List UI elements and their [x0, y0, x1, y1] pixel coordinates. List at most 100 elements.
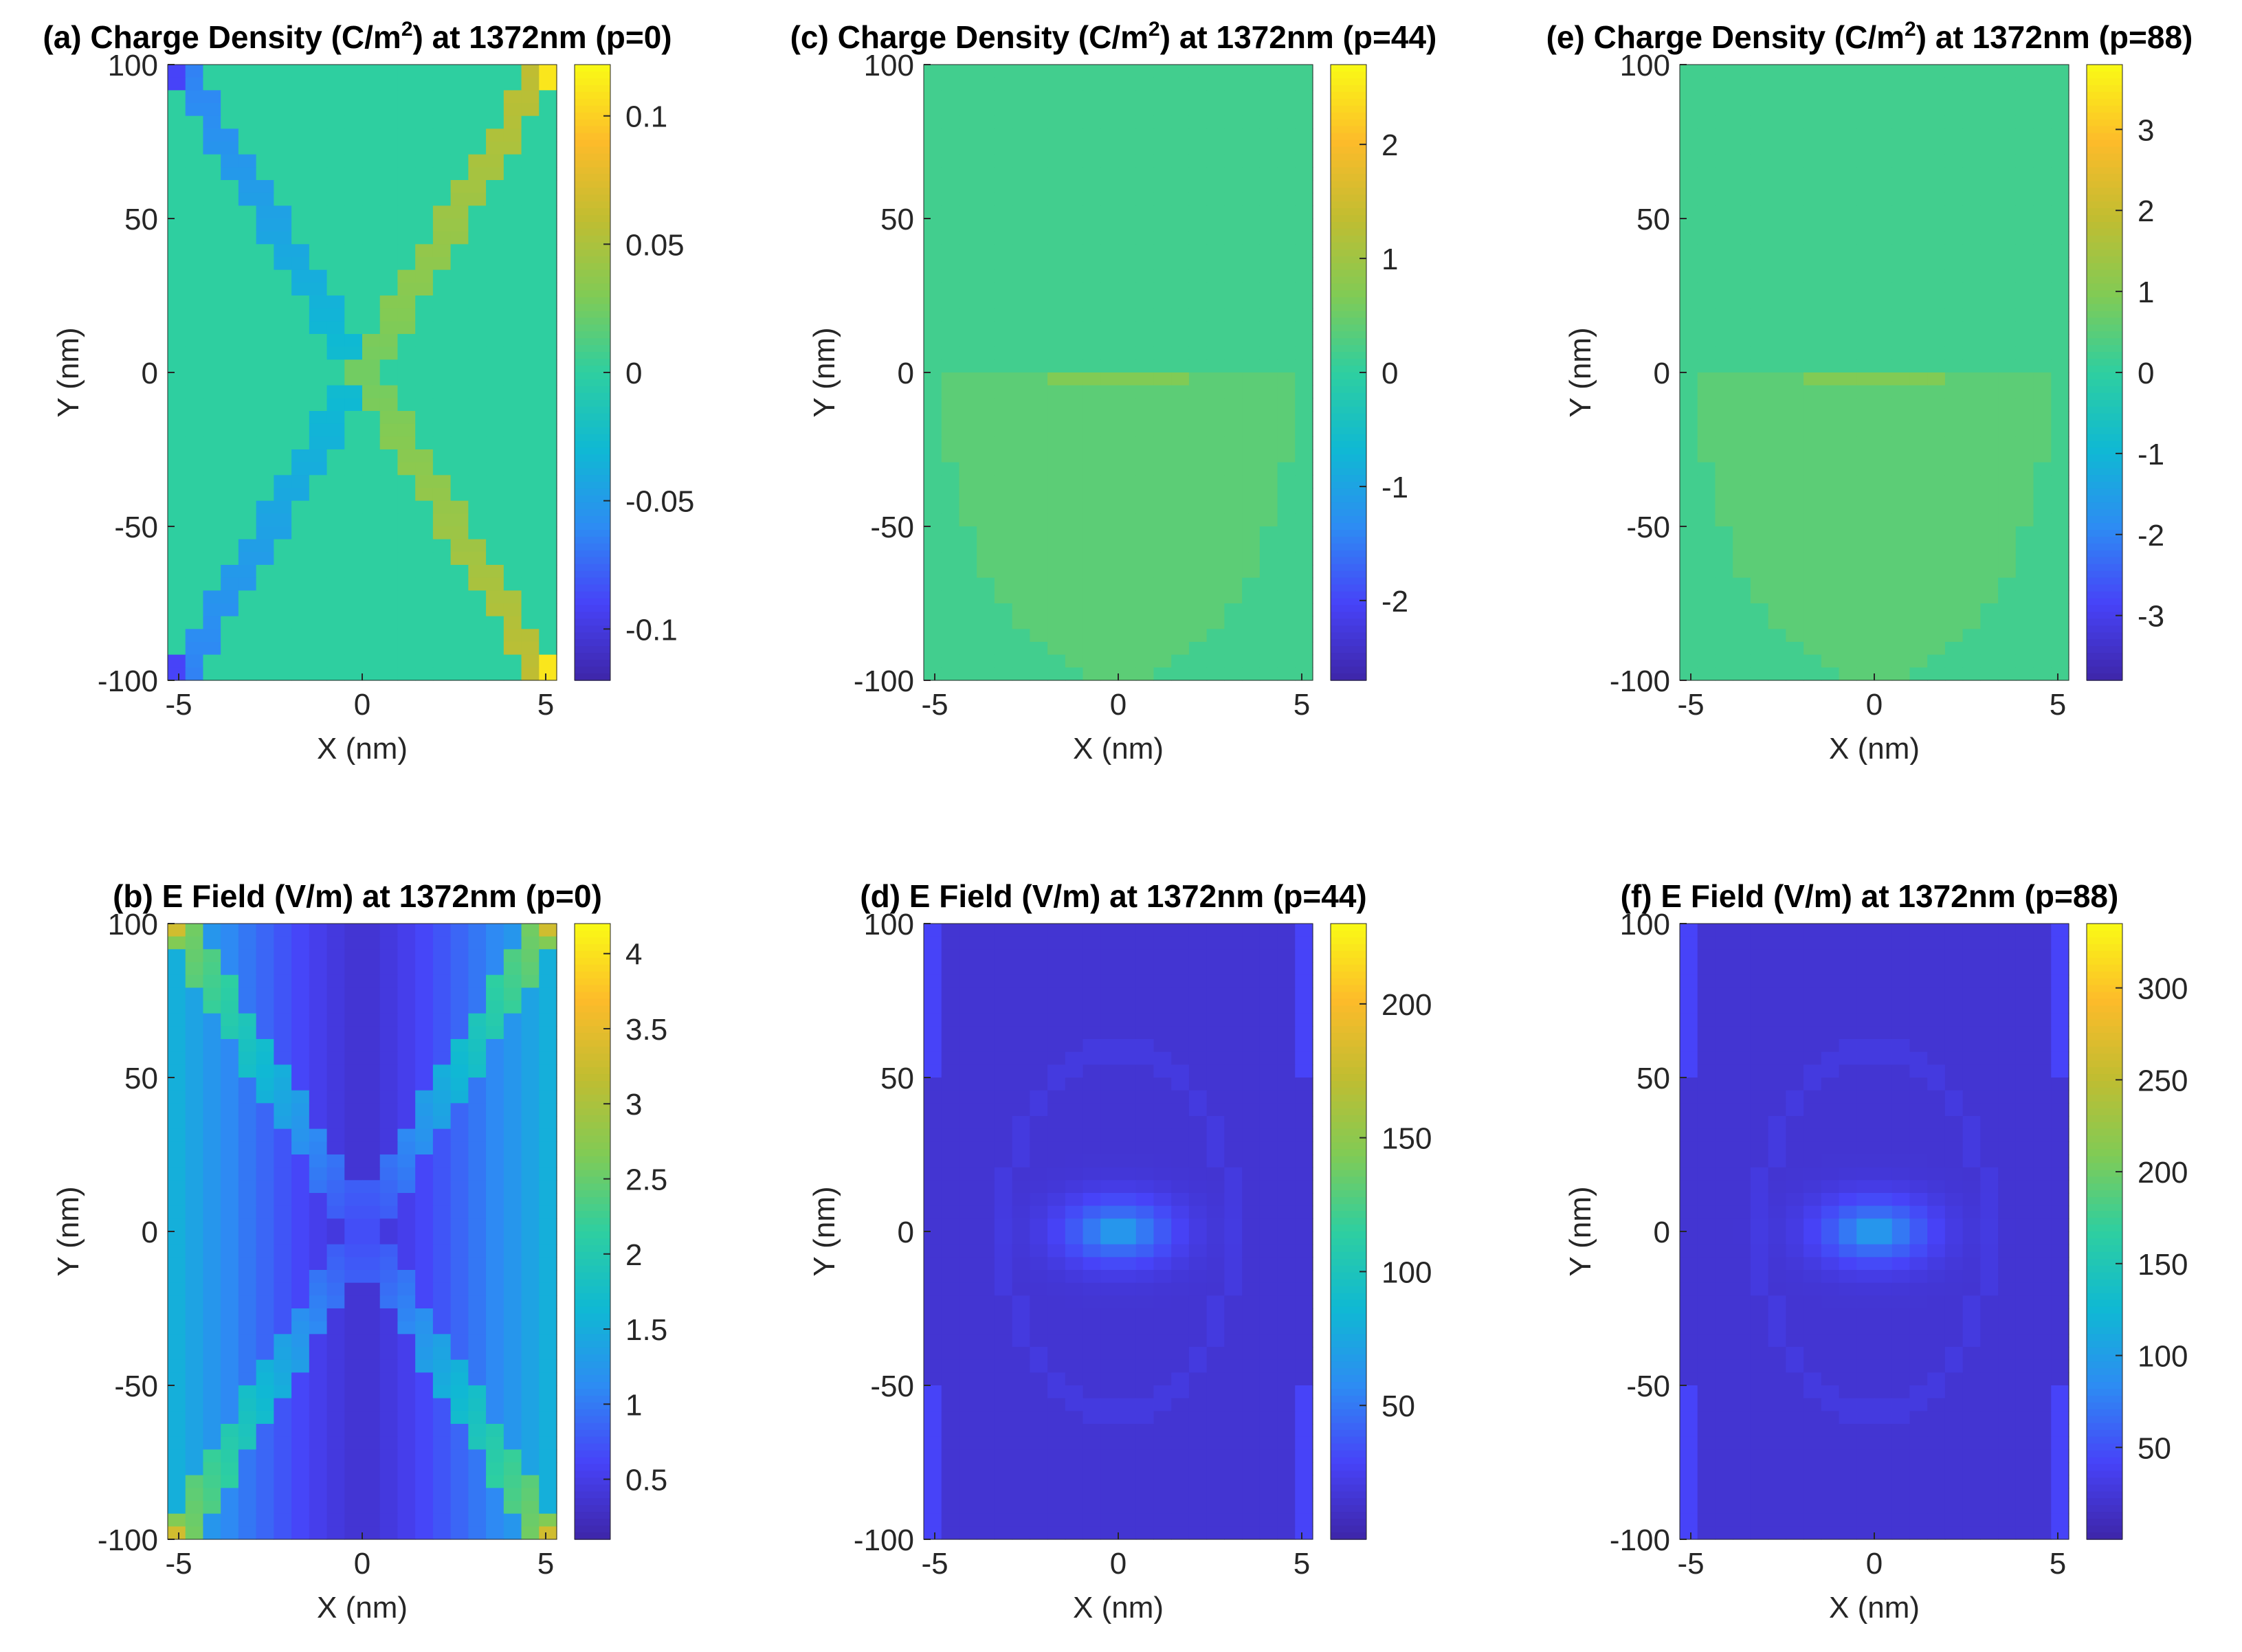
heatmap-cell	[203, 974, 221, 988]
heatmap-cell	[1083, 1141, 1101, 1155]
heatmap-cell	[994, 667, 1013, 681]
heatmap-cell	[274, 1180, 292, 1194]
heatmap-cell	[432, 1090, 452, 1104]
colorbar-swatch	[1331, 338, 1366, 346]
heatmap-cell	[1100, 1205, 1119, 1219]
heatmap-cell	[977, 1193, 995, 1207]
heatmap-cell	[1188, 590, 1208, 604]
heatmap-cell	[326, 1167, 345, 1181]
heatmap-cell	[379, 346, 399, 360]
heatmap-cell	[503, 1398, 522, 1411]
heatmap-cell	[1277, 423, 1296, 437]
heatmap-cell	[1171, 577, 1190, 591]
heatmap-cell	[309, 1270, 328, 1284]
heatmap-cell	[1065, 219, 1084, 232]
heatmap-cell	[1171, 1103, 1190, 1117]
heatmap-cell	[432, 642, 452, 656]
heatmap-cell	[256, 385, 274, 399]
heatmap-cell	[1065, 449, 1084, 463]
heatmap-cell	[503, 359, 522, 373]
heatmap-cell	[994, 475, 1013, 489]
colorbar-swatch	[575, 71, 610, 79]
heatmap-cell	[450, 65, 469, 78]
heatmap-cell	[539, 949, 557, 963]
heatmap-cell	[274, 654, 292, 668]
heatmap-cell	[1188, 90, 1208, 104]
heatmap-cell	[503, 180, 522, 194]
heatmap-cell	[1135, 1051, 1155, 1065]
heatmap-cell	[468, 1257, 487, 1271]
y-tick-label: -50	[870, 1370, 914, 1403]
heatmap-cell	[941, 180, 960, 194]
heatmap-cell	[344, 1180, 363, 1194]
heatmap-cell	[941, 372, 960, 386]
heatmap-cell	[486, 1051, 504, 1065]
heatmap-cell	[1206, 1039, 1225, 1053]
heatmap-cell	[1171, 1398, 1190, 1411]
heatmap-cell	[1224, 667, 1243, 681]
heatmap-cell	[486, 1167, 504, 1181]
heatmap-cell	[1135, 642, 1155, 656]
heatmap-cell	[1083, 1244, 1101, 1258]
heatmap-cell	[1100, 167, 1119, 181]
heatmap-cell	[238, 1488, 257, 1502]
heatmap-cell	[486, 1372, 504, 1386]
heatmap-cell	[1803, 219, 1822, 232]
colorbar-swatch	[1331, 1190, 1366, 1198]
colorbar-swatch	[1331, 119, 1366, 127]
heatmap-cell	[1135, 1526, 1155, 1540]
colorbar-swatch	[1331, 1361, 1366, 1369]
colorbar-tick-label: 1.5	[625, 1313, 667, 1347]
heatmap-cell	[1295, 1398, 1313, 1411]
heatmap-cell	[1188, 359, 1208, 373]
heatmap-cell	[2033, 142, 2052, 155]
heatmap-cell	[274, 987, 292, 1001]
heatmap-cell	[1224, 244, 1243, 258]
heatmap-cell	[1715, 77, 1733, 91]
heatmap-cell	[924, 1141, 942, 1155]
heatmap-cell	[1047, 1039, 1066, 1053]
heatmap-cell	[256, 1347, 274, 1361]
heatmap-cell	[1100, 1475, 1119, 1488]
heatmap-cell	[291, 398, 310, 412]
heatmap-cell	[221, 1385, 239, 1399]
colorbar-swatch	[575, 1416, 610, 1424]
heatmap-cell	[1874, 115, 1893, 129]
heatmap-cell	[1153, 629, 1172, 643]
heatmap-cell	[238, 1270, 257, 1284]
heatmap-cell	[1030, 987, 1048, 1001]
heatmap-cell	[1242, 513, 1261, 527]
heatmap-cell	[468, 154, 487, 168]
heatmap-cell	[309, 411, 328, 425]
heatmap-cell	[256, 192, 274, 206]
heatmap-cell	[1153, 180, 1172, 194]
heatmap-cell	[521, 244, 540, 258]
heatmap-cell	[1768, 115, 1786, 129]
heatmap-cell	[1100, 1282, 1119, 1296]
heatmap-cell	[362, 1488, 381, 1502]
colorbar-swatch	[1331, 1477, 1366, 1486]
heatmap-cell	[959, 1270, 977, 1284]
heatmap-cell	[344, 436, 363, 450]
heatmap-cell	[238, 962, 257, 976]
heatmap-cell	[521, 1103, 540, 1117]
heatmap-cell	[274, 1372, 292, 1386]
heatmap-cell	[274, 1167, 292, 1181]
heatmap-cell	[539, 385, 557, 399]
heatmap-cell	[1171, 987, 1190, 1001]
heatmap-cell	[1012, 565, 1030, 579]
heatmap-cell	[1242, 539, 1261, 552]
heatmap-cell	[344, 1001, 363, 1014]
heatmap-cell	[1206, 167, 1225, 181]
heatmap-cell	[1259, 205, 1278, 219]
heatmap-cell	[1030, 539, 1048, 552]
heatmap-cell	[959, 577, 977, 591]
colorbar-swatch	[1331, 434, 1366, 442]
heatmap-cell	[959, 526, 977, 540]
colorbar-box	[1330, 923, 1367, 1540]
colorbar-swatch	[1331, 1197, 1366, 1205]
colorbar-swatch	[575, 1341, 610, 1349]
heatmap-cell	[1171, 1001, 1190, 1014]
heatmap-cell	[326, 398, 345, 412]
heatmap-cell	[344, 565, 363, 579]
